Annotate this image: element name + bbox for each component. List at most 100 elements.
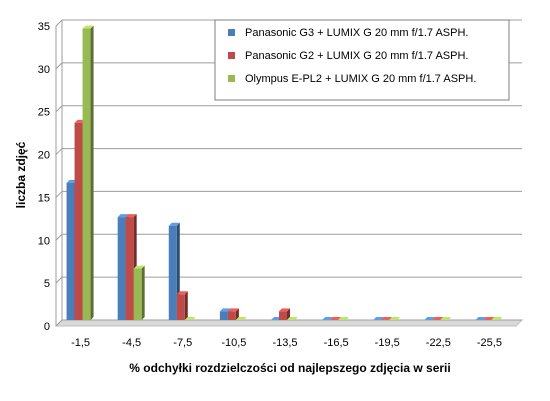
bar [389,317,401,320]
bar [133,265,145,320]
bar [491,317,503,320]
bar [440,317,452,320]
bar-top [184,317,196,320]
bar-side [235,308,239,320]
bar [287,317,298,320]
bar [330,317,342,320]
bar-top [279,308,290,312]
bar-front [219,311,228,320]
bar-top [432,317,444,320]
y-tick-label: 30 [38,64,50,76]
bar-side [90,25,94,320]
bar [424,317,436,320]
y-tick-label: 15 [38,192,50,204]
x-tick-label: -22,5 [426,337,451,349]
x-tick-label: -16,5 [324,337,349,349]
bar-front [168,225,177,320]
bar-front [74,122,83,320]
bar [432,317,444,320]
bar-top [491,317,503,320]
x-tick-label: -25,5 [477,337,502,349]
bar-front [279,311,287,320]
bar-side [287,308,290,320]
bar-top [82,25,94,29]
x-tick-label: -7,5 [173,337,192,349]
bar [227,308,239,320]
bar [184,317,196,320]
bar-top [483,317,495,320]
bar-top [287,317,298,320]
x-tick-label: -4,5 [122,337,141,349]
bar-top [125,214,137,218]
x-tick-label: -19,5 [375,337,400,349]
bar [279,308,290,320]
bar-top [235,317,247,320]
bar [322,317,334,320]
x-tick-label: -13,5 [272,337,297,349]
y-axis-label: liczba zdjęć [14,141,28,208]
bar-top [373,317,385,320]
bar-top [330,317,342,320]
y-tick-label: 35 [38,21,50,33]
legend-label: Panasonic G2 + LUMIX G 20 mm f/1.7 ASPH. [245,50,468,62]
y-tick-label: 25 [38,107,50,119]
x-tick-label: -1,5 [71,337,90,349]
bar-front [133,268,142,320]
bar-top [219,308,231,312]
bar-front [125,217,134,320]
bar-top [176,291,188,295]
bar-side [184,291,188,320]
y-tick-label: 5 [44,278,50,290]
gridline-side [55,62,63,70]
bar-front [66,182,75,320]
bar [483,317,495,320]
bar-front [82,28,91,320]
bar-top [338,317,350,320]
legend-swatch [228,52,235,59]
legend-label: Olympus E-PL2 + LUMIX G 20 mm f/1.7 ASPH… [245,73,476,85]
gridline-side [55,105,63,113]
bar-top [168,222,180,226]
bar-top [227,308,239,312]
bar-top [322,317,334,320]
bar-top [440,317,452,320]
bar [338,317,350,320]
legend-label: Panasonic G3 + LUMIX G 20 mm f/1.7 ASPH. [245,27,468,39]
gridline-side [55,276,63,284]
x-axis-label: % odchyłki rozdzielczości od najlepszego… [129,361,450,375]
bar-top [117,214,129,218]
bar-top [475,317,487,320]
gridline-side [55,148,63,155]
legend-box [214,19,510,101]
bar [82,25,94,320]
bar [235,317,247,320]
bar-front [117,217,126,320]
legend-swatch [228,75,235,82]
y-axis-ticks: 0 5 10 15 20 25 30 35 [38,21,50,333]
bar [176,291,188,320]
legend-swatch [228,29,235,36]
bar-front [227,311,236,320]
y-tick-label: 10 [38,235,50,247]
legend: Panasonic G3 + LUMIX G 20 mm f/1.7 ASPH.… [214,19,510,101]
gridline-side [55,191,63,198]
bar [475,317,487,320]
bar [381,317,393,320]
bars [66,25,503,320]
floor [54,319,524,327]
x-axis-ticks: -1,5 -4,5 -7,5 -10,5 -13,5 -16,5 -19,5 -22,5 -25… [71,337,502,349]
gridline-side [55,19,63,27]
x-tick-label: -10,5 [221,337,246,349]
y-tick-label: 20 [38,150,50,162]
gridline-side [55,233,63,241]
bar-side [141,265,145,320]
bar-top [424,317,436,320]
y-tick-label: 0 [44,321,50,333]
gridline-side [55,319,63,327]
bar-top [389,317,401,320]
bar [373,317,385,320]
bar-top [381,317,393,320]
bar-front [176,294,185,320]
bar-top [133,265,145,269]
